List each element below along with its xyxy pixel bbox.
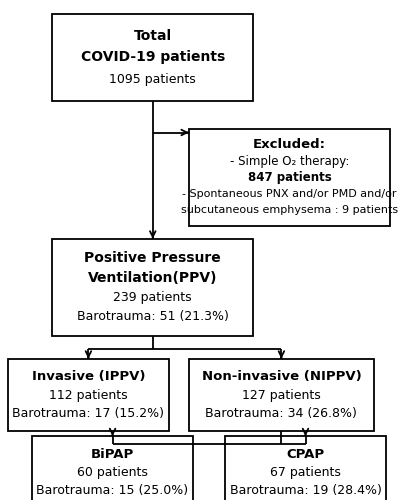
FancyBboxPatch shape — [52, 14, 253, 101]
Text: 1095 patients: 1095 patients — [109, 73, 196, 86]
Text: Barotrauma: 19 (28.4%): Barotrauma: 19 (28.4%) — [229, 484, 381, 497]
Text: CPAP: CPAP — [286, 448, 324, 461]
FancyBboxPatch shape — [8, 359, 168, 431]
Text: Positive Pressure: Positive Pressure — [84, 251, 221, 265]
Text: 112 patients: 112 patients — [49, 388, 128, 402]
Text: subcutaneous emphysema : 9 patients: subcutaneous emphysema : 9 patients — [180, 205, 397, 215]
Text: 127 patients: 127 patients — [241, 388, 320, 402]
Text: Barotrauma: 17 (15.2%): Barotrauma: 17 (15.2%) — [12, 406, 164, 420]
FancyBboxPatch shape — [188, 359, 373, 431]
FancyBboxPatch shape — [52, 239, 253, 336]
Text: 60 patients: 60 patients — [77, 466, 148, 479]
Text: Barotrauma: 51 (21.3%): Barotrauma: 51 (21.3%) — [77, 310, 228, 324]
Text: COVID-19 patients: COVID-19 patients — [81, 50, 224, 64]
FancyBboxPatch shape — [188, 129, 389, 226]
Text: 239 patients: 239 patients — [113, 291, 192, 304]
Text: 847 patients: 847 patients — [247, 171, 330, 184]
Text: Barotrauma: 34 (26.8%): Barotrauma: 34 (26.8%) — [205, 406, 356, 420]
Text: Non-invasive (NIPPV): Non-invasive (NIPPV) — [201, 370, 360, 384]
Text: Barotrauma: 15 (25.0%): Barotrauma: 15 (25.0%) — [36, 484, 188, 497]
Text: Total: Total — [134, 28, 171, 42]
Text: - Spontaneous PNX and/or PMD and/or: - Spontaneous PNX and/or PMD and/or — [182, 188, 396, 198]
Text: Excluded:: Excluded: — [252, 138, 325, 151]
Text: BiPAP: BiPAP — [91, 448, 134, 461]
FancyBboxPatch shape — [32, 436, 192, 500]
Text: Ventilation(PPV): Ventilation(PPV) — [88, 271, 217, 285]
Text: 67 patients: 67 patients — [269, 466, 340, 479]
Text: - Simple O₂ therapy:: - Simple O₂ therapy: — [229, 155, 348, 168]
Text: Invasive (IPPV): Invasive (IPPV) — [32, 370, 145, 384]
FancyBboxPatch shape — [225, 436, 385, 500]
